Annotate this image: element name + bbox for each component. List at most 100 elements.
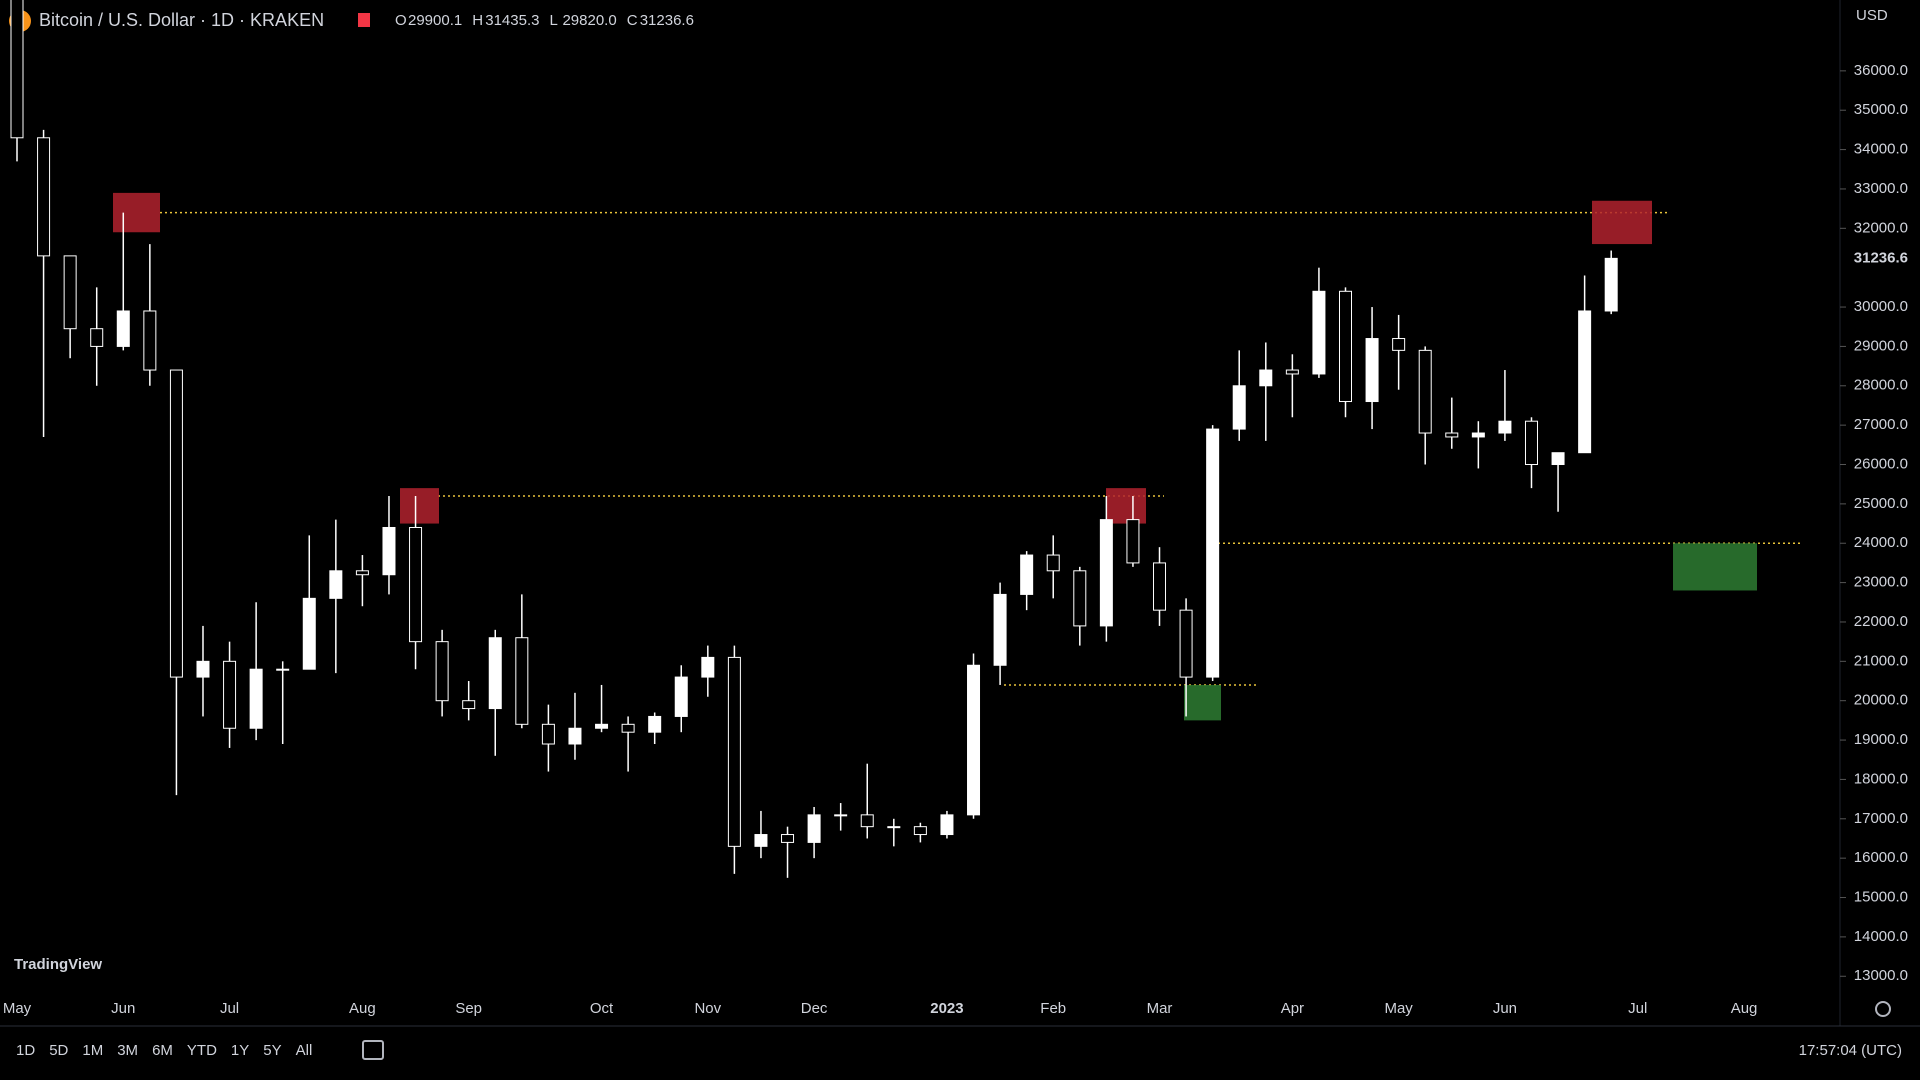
range-button[interactable]: All [296,1042,313,1059]
x-tick-label: Dec [801,1000,828,1017]
zone [1673,543,1757,591]
candle-body [1020,554,1034,595]
candle-body [1392,338,1406,351]
y-tick-label: 30000.0 [1854,298,1908,315]
x-tick-label: Oct [590,1000,614,1017]
candle-body [967,664,981,816]
ohlc-key: O [395,12,407,29]
y-tick-label: 24000.0 [1854,534,1908,551]
y-tick-label: 18000.0 [1854,770,1908,787]
x-tick-label: Nov [694,1000,721,1017]
candle-body [1498,420,1512,434]
candle-body [116,310,130,347]
candle-body [382,526,396,576]
currency[interactable]: USD [1856,7,1888,24]
y-tick-label: 14000.0 [1854,928,1908,945]
y-tick-label: 28000.0 [1854,377,1908,394]
candle-body [196,660,210,678]
settings-icon[interactable] [1875,1001,1891,1017]
candle-body [1578,310,1592,454]
zone [1106,488,1146,524]
range-button[interactable]: 1M [82,1042,103,1059]
candle-body [781,834,795,843]
candle-body [1099,519,1113,627]
candle-body [1046,554,1060,572]
y-tick-label: 36000.0 [1854,62,1908,79]
range-button[interactable]: 6M [152,1042,173,1059]
range-button[interactable]: 5Y [263,1042,281,1059]
zone [1592,200,1652,245]
candle-body [302,597,316,670]
flag-icon[interactable] [358,13,370,27]
y-tick-label: 34000.0 [1854,141,1908,158]
candle-body [143,310,157,371]
ohlc-key: L [549,12,557,29]
symbol-title: Bitcoin / U.S. Dollar · 1D · KRAKEN [39,10,324,30]
ohlc-key: H [472,12,483,29]
range-button[interactable]: 1Y [231,1042,249,1059]
candle-body [355,570,369,576]
candle-body [834,814,848,817]
range-button[interactable]: 3M [117,1042,138,1059]
candle-body [754,834,768,847]
x-tick-label: Apr [1281,1000,1304,1017]
candle-body [90,328,104,347]
range-button[interactable]: 1D [16,1042,35,1059]
range-button[interactable]: 5D [49,1042,68,1059]
candle-body [1604,257,1618,312]
x-tick-label: Aug [349,1000,376,1017]
candle-body [595,723,609,729]
candle-body [1418,349,1432,434]
candle-body [727,656,741,847]
x-tick-label: Sep [455,1000,482,1017]
x-tick-label: Jul [1628,1000,1647,1017]
y-tick-label: 33000.0 [1854,180,1908,197]
y-tick-label: 22000.0 [1854,613,1908,630]
date-range-icon[interactable] [362,1040,384,1060]
ohlc-value: 29820.0 [562,12,616,29]
candle-body [1285,369,1299,375]
ohlc-value: 31236.6 [640,12,694,29]
candle-body [488,637,502,710]
zone [1184,684,1221,721]
x-tick-label: Jun [111,1000,135,1017]
zone [400,488,439,524]
y-tick-label: 25000.0 [1854,495,1908,512]
candle-body [1312,290,1326,375]
candle-body [1179,609,1193,678]
candle-body [276,668,290,671]
clock: 17:57:04 (UTC) [1799,1042,1902,1059]
candle-body [1126,519,1140,564]
candle-body [169,369,183,678]
range-button[interactable]: YTD [187,1042,217,1059]
y-tick-label: 29000.0 [1854,337,1908,354]
candle-body [1153,562,1167,611]
candle-body [10,0,24,139]
candle-body [409,526,423,643]
candle-body [223,660,237,729]
candle-body [541,723,555,745]
candle-body [1471,432,1485,438]
candle-body [860,814,874,828]
candle-body [37,137,51,257]
x-tick-label: 2023 [930,1000,963,1017]
y-tick-label: 23000.0 [1854,574,1908,591]
y-tick-label: 20000.0 [1854,692,1908,709]
candle-body [993,593,1007,666]
x-tick-label: Feb [1040,1000,1066,1017]
ohlc-key: C [627,12,638,29]
y-tick-label: 26000.0 [1854,455,1908,472]
candle-body [1365,338,1379,403]
candle-body [1259,369,1273,387]
candle-body [515,637,529,725]
candle-body [648,715,662,733]
candle-body [435,641,449,702]
x-tick-label: Mar [1147,1000,1173,1017]
candle-body [1339,290,1352,403]
candle-body [1206,428,1220,678]
y-tick-label: 32000.0 [1854,219,1908,236]
x-tick-label: Jun [1493,1000,1517,1017]
